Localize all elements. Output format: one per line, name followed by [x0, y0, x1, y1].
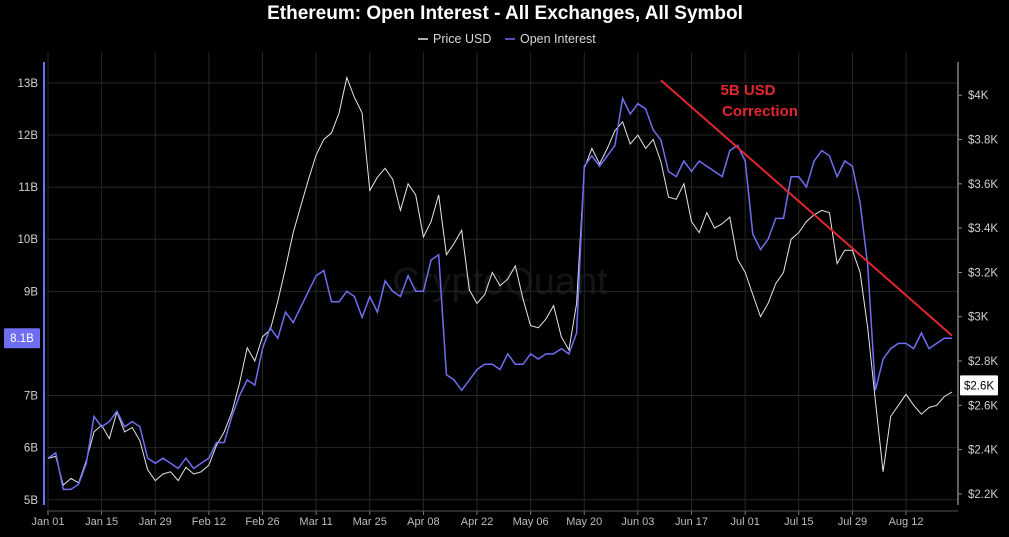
- legend: Price USD Open Interest: [418, 32, 596, 46]
- right-tick-label-4: $3K: [968, 312, 989, 324]
- annotation-label-line2: Correction: [722, 103, 798, 120]
- left-tick-label-2: 7B: [24, 391, 38, 403]
- right-tick-label-2: $2.6K: [968, 400, 998, 412]
- x-tick-label-7: Apr 08: [407, 516, 439, 528]
- x-tick-label-12: Jun 17: [675, 516, 708, 528]
- left-tick-label-0: 5B: [24, 495, 38, 507]
- x-tick-label-10: May 20: [566, 516, 602, 528]
- chart-title: Ethereum: Open Interest - All Exchanges,…: [267, 3, 743, 24]
- x-tick-label-16: Aug 12: [889, 516, 924, 528]
- right-tick-label-7: $3.6K: [968, 179, 998, 191]
- left-tick-label-6: 12B: [18, 130, 39, 142]
- legend-label-price: Price USD: [433, 32, 491, 46]
- x-tick-label-6: Mar 25: [353, 516, 387, 528]
- right-current-value-badge: [960, 375, 998, 396]
- x-axis-ticks: Jan 01 Jan 15 Jan 29 Feb 12 Feb 26 Mar 11 Mar …: [31, 511, 923, 528]
- left-tick-label-7: 13B: [18, 78, 39, 90]
- x-tick-label-1: Jan 15: [85, 516, 118, 528]
- x-tick-label-4: Feb 26: [245, 516, 279, 528]
- right-tick-label-8: $3.8K: [968, 135, 998, 147]
- left-axis-ticks: 5B 6B 7B 9B 10B 11B 12B 13B: [18, 78, 39, 507]
- current-value-badges: 8.1B $2.6K: [4, 328, 998, 396]
- x-tick-label-9: May 06: [513, 516, 549, 528]
- correction-trendline: [660, 79, 953, 337]
- series-line-open-interest: [47, 96, 952, 491]
- right-current-value-label: $2.6K: [964, 380, 994, 392]
- x-tick-label-0: Jan 01: [31, 516, 64, 528]
- left-current-value-label: 8.1B: [10, 333, 34, 345]
- right-tick-label-0: $2.2K: [968, 489, 998, 501]
- right-tick-label-3: $2.8K: [968, 356, 998, 368]
- right-axis-ticks: $2.2K $2.4K $2.6K $2.8K $3K $3.2K $3.4K $3.6K $3…: [958, 90, 998, 501]
- right-tick-label-6: $3.4K: [968, 223, 998, 235]
- right-tick-label-5: $3.2K: [968, 267, 998, 279]
- legend-label-open-interest: Open Interest: [520, 32, 596, 46]
- x-tick-label-5: Mar 11: [299, 516, 332, 528]
- left-tick-label-3: 9B: [24, 286, 38, 298]
- x-tick-label-14: Jul 15: [784, 516, 813, 528]
- axes: [43, 62, 959, 512]
- gridlines: [47, 52, 958, 510]
- left-tick-label-4: 10B: [18, 234, 39, 246]
- x-tick-label-8: Apr 22: [461, 516, 493, 528]
- right-tick-label-1: $2.4K: [968, 445, 998, 457]
- x-tick-label-3: Feb 12: [192, 516, 226, 528]
- left-current-value-badge: [4, 328, 40, 349]
- x-tick-label-13: Jul 01: [730, 516, 759, 528]
- left-tick-label-1: 6B: [24, 443, 38, 455]
- x-tick-label-2: Jan 29: [139, 516, 172, 528]
- annotation-label-line1: 5B USD: [720, 82, 775, 99]
- right-tick-label-9: $4K: [968, 90, 989, 102]
- left-tick-label-5: 11B: [18, 182, 38, 194]
- x-tick-label-15: Jul 29: [838, 516, 867, 528]
- watermark: CryptoQuant: [392, 261, 608, 303]
- series-line-price-usd: [47, 75, 953, 487]
- x-tick-label-11: Jun 03: [621, 516, 654, 528]
